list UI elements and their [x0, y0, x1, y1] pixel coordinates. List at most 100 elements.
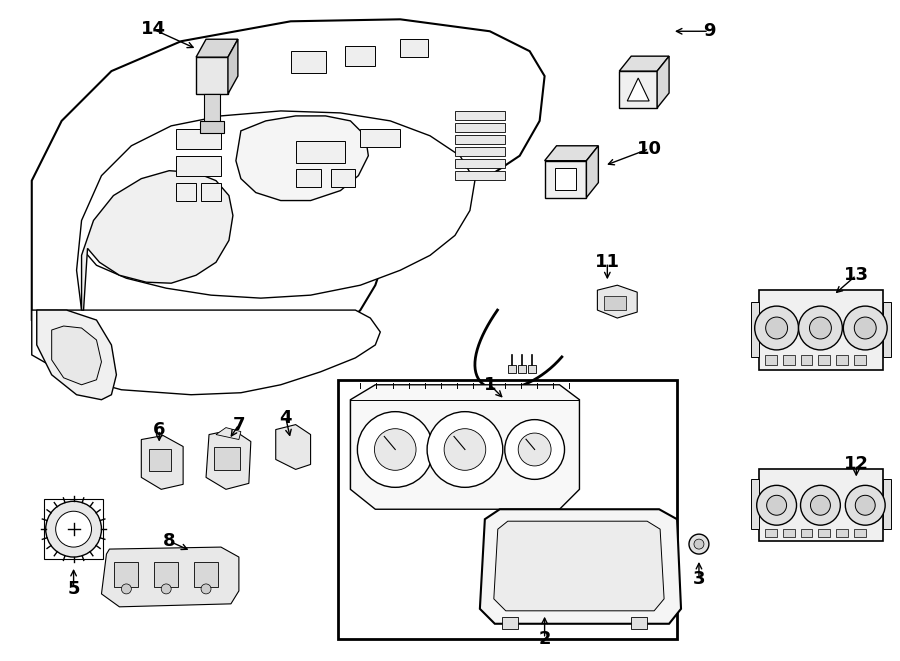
Bar	[883, 302, 891, 357]
Polygon shape	[544, 146, 598, 161]
Text: 4: 4	[279, 408, 292, 426]
Text: 12: 12	[844, 455, 868, 473]
Text: 3: 3	[693, 570, 706, 588]
Bar	[200, 121, 224, 133]
Bar	[291, 51, 326, 73]
Polygon shape	[32, 310, 381, 395]
Bar	[759, 290, 883, 370]
Bar	[296, 141, 346, 163]
Bar	[854, 529, 866, 537]
Circle shape	[505, 420, 564, 479]
Bar	[818, 529, 831, 537]
Bar	[751, 479, 759, 529]
Circle shape	[755, 306, 798, 350]
Polygon shape	[102, 547, 238, 607]
Bar	[783, 355, 795, 365]
Text: 1: 1	[483, 375, 496, 394]
Polygon shape	[32, 19, 544, 355]
Text: 14: 14	[140, 20, 166, 38]
Bar	[360, 129, 400, 147]
Polygon shape	[350, 385, 580, 509]
Bar	[296, 169, 320, 186]
Circle shape	[800, 485, 841, 525]
Bar	[154, 562, 178, 587]
Polygon shape	[37, 310, 116, 400]
Bar	[338, 380, 677, 639]
Text: 5: 5	[68, 580, 80, 598]
Bar	[631, 617, 647, 629]
Polygon shape	[657, 56, 669, 108]
Bar	[346, 46, 375, 66]
Bar	[176, 156, 221, 176]
Text: 10: 10	[636, 139, 662, 158]
Bar	[765, 529, 777, 537]
Polygon shape	[228, 39, 238, 94]
Circle shape	[798, 306, 842, 350]
Circle shape	[854, 317, 877, 339]
Bar	[502, 617, 518, 629]
Polygon shape	[82, 171, 233, 310]
Polygon shape	[236, 116, 368, 200]
Bar	[455, 147, 505, 156]
Polygon shape	[544, 161, 587, 198]
Bar	[114, 562, 139, 587]
Bar	[836, 355, 849, 365]
Polygon shape	[76, 111, 475, 310]
Polygon shape	[587, 146, 599, 198]
Bar	[554, 168, 577, 190]
Bar	[455, 135, 505, 144]
Bar	[508, 365, 516, 373]
Circle shape	[374, 429, 416, 471]
Circle shape	[428, 412, 503, 487]
Bar	[883, 479, 891, 529]
Bar	[854, 355, 866, 365]
Bar	[176, 129, 221, 149]
Polygon shape	[619, 56, 669, 71]
Bar	[204, 94, 220, 124]
Text: 9: 9	[703, 22, 716, 40]
Bar	[604, 296, 626, 310]
Bar	[214, 447, 240, 471]
Circle shape	[46, 501, 102, 557]
Bar	[783, 529, 795, 537]
Bar	[455, 111, 505, 120]
Bar	[455, 159, 505, 168]
Circle shape	[694, 539, 704, 549]
Circle shape	[843, 306, 887, 350]
Polygon shape	[206, 430, 251, 489]
Polygon shape	[480, 509, 681, 624]
Circle shape	[161, 584, 171, 594]
Polygon shape	[216, 428, 241, 440]
Polygon shape	[196, 39, 238, 57]
Text: 8: 8	[163, 532, 176, 550]
Bar	[800, 355, 813, 365]
Circle shape	[766, 317, 788, 339]
Circle shape	[518, 433, 551, 466]
Circle shape	[767, 495, 787, 515]
Polygon shape	[51, 326, 102, 385]
Bar	[765, 355, 777, 365]
Circle shape	[56, 511, 92, 547]
Circle shape	[757, 485, 796, 525]
Bar	[194, 562, 218, 587]
Polygon shape	[619, 71, 657, 108]
Polygon shape	[275, 424, 310, 469]
Text: 2: 2	[538, 630, 551, 648]
Bar	[201, 182, 221, 200]
Bar	[176, 182, 196, 200]
Bar	[759, 469, 883, 541]
Polygon shape	[141, 436, 183, 489]
Text: 6: 6	[153, 420, 166, 439]
Circle shape	[855, 495, 875, 515]
Circle shape	[201, 584, 211, 594]
Circle shape	[845, 485, 886, 525]
Polygon shape	[196, 57, 228, 94]
Polygon shape	[598, 285, 637, 318]
Bar	[455, 171, 505, 180]
Circle shape	[689, 534, 709, 554]
Polygon shape	[627, 78, 649, 101]
Bar	[800, 529, 813, 537]
Bar	[836, 529, 849, 537]
Bar	[751, 302, 759, 357]
Circle shape	[809, 317, 832, 339]
